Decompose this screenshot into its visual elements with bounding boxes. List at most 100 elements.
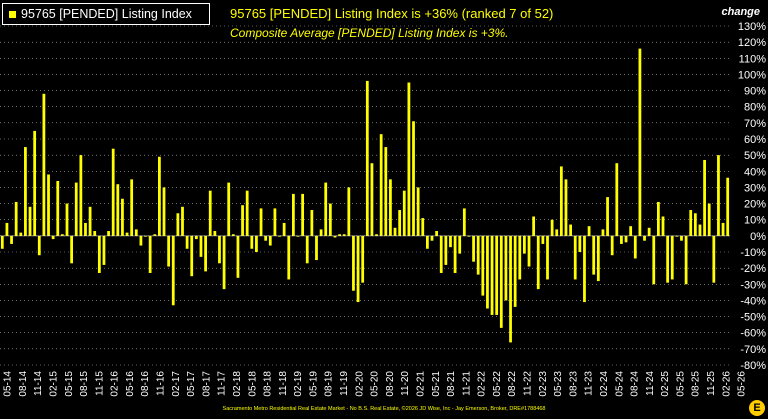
bar: [190, 235, 194, 277]
bar: [523, 235, 526, 254]
bar: [158, 156, 161, 236]
bar: [278, 235, 281, 237]
bar: [162, 187, 166, 236]
x-tick-label: 11-18: [278, 371, 289, 396]
brand-logo-icon: E: [749, 400, 765, 416]
y-tick-label: 60%: [744, 134, 766, 146]
x-tick-label: 05-14: [3, 371, 14, 397]
bar: [476, 235, 480, 275]
footer-credit: Sacramento Metro Residential Real Estate…: [222, 406, 546, 412]
bar: [259, 208, 263, 236]
bar: [125, 232, 129, 236]
bar: [583, 235, 586, 303]
x-tick-label: 02-19: [293, 371, 304, 397]
bar: [213, 231, 217, 236]
bar: [315, 235, 318, 261]
x-axis-tick-labels: 05-14 08-14 11-14 02-15 05-15 08-15 11-15 02-16…: [3, 371, 748, 397]
gridlines: [0, 25, 730, 366]
bar: [407, 82, 411, 236]
bar: [305, 235, 309, 264]
bar: [250, 235, 254, 249]
y-tick-label: -80%: [740, 360, 766, 372]
bar: [130, 179, 134, 236]
bar: [148, 235, 152, 273]
bar: [324, 182, 328, 236]
bar: [435, 231, 438, 236]
bar: [462, 208, 466, 236]
bar: [292, 193, 295, 236]
bar: [361, 235, 365, 283]
bar: [241, 205, 244, 236]
bar: [726, 177, 730, 236]
bar: [661, 216, 665, 236]
chart-subline: Composite Average [PENDED] Listing Index…: [230, 26, 509, 40]
bar: [342, 234, 346, 236]
bar: [643, 235, 646, 241]
bar: [84, 222, 87, 236]
bar: [453, 235, 457, 273]
bar: [28, 206, 32, 236]
bar: [375, 234, 378, 236]
bar: [19, 232, 23, 236]
bar: [509, 235, 512, 343]
bar: [70, 235, 73, 264]
x-tick-label: 08-16: [140, 371, 151, 397]
bar: [65, 203, 69, 236]
bar: [301, 193, 305, 236]
bar-series: [0, 48, 730, 343]
bar: [14, 201, 18, 236]
bar: [698, 224, 702, 236]
bar: [680, 235, 683, 241]
bar: [97, 235, 101, 273]
bar: [93, 231, 97, 236]
y-tick-label: 80%: [744, 102, 766, 114]
bar: [338, 234, 341, 236]
x-tick-label: 08-15: [79, 371, 90, 397]
bar: [24, 147, 27, 236]
bar: [624, 235, 628, 243]
x-tick-label: 11-22: [523, 371, 534, 396]
bar: [153, 234, 157, 236]
bar: [550, 219, 554, 236]
x-tick-label: 11-17: [217, 371, 228, 396]
bar: [310, 210, 314, 236]
chart-headline: 95765 [PENDED] Listing Index is +36% (ra…: [230, 6, 554, 21]
bar: [42, 93, 46, 236]
bar: [573, 235, 577, 280]
x-tick-label: 02-15: [49, 371, 60, 397]
x-tick-label: 02-18: [232, 371, 243, 397]
bar: [185, 235, 189, 249]
y-axis-title: change: [721, 6, 760, 18]
x-tick-label: 05-16: [125, 371, 136, 397]
bar: [389, 179, 392, 236]
x-tick-label: 05-20: [370, 371, 381, 397]
x-tick-label: 08-14: [18, 371, 29, 397]
y-tick-label: -10%: [740, 247, 766, 259]
bar: [421, 218, 425, 236]
x-tick-label: 02-22: [477, 371, 488, 397]
bar: [268, 235, 272, 246]
y-tick-label: 130%: [738, 21, 766, 33]
x-tick-label: 02-17: [171, 371, 182, 397]
bar: [56, 180, 60, 236]
bar: [578, 235, 582, 252]
bar: [490, 235, 494, 315]
x-tick-label: 02-23: [538, 371, 549, 397]
bar: [107, 231, 110, 236]
x-tick-label: 11-24: [645, 371, 656, 396]
y-tick-label: 0%: [750, 231, 766, 243]
y-tick-label: 30%: [744, 182, 766, 194]
x-tick-label: 08-24: [630, 371, 641, 397]
y-tick-label: -30%: [740, 279, 766, 291]
y-tick-label: 100%: [738, 69, 766, 81]
bar: [693, 213, 697, 236]
bar: [675, 235, 679, 237]
bar: [559, 166, 563, 236]
bar: [633, 235, 637, 259]
bar: [555, 229, 559, 236]
y-tick-label: 90%: [744, 86, 766, 98]
x-tick-label: 02-16: [110, 371, 121, 397]
bar: [144, 235, 147, 237]
bar: [121, 198, 124, 236]
x-tick-label: 05-15: [64, 371, 75, 397]
